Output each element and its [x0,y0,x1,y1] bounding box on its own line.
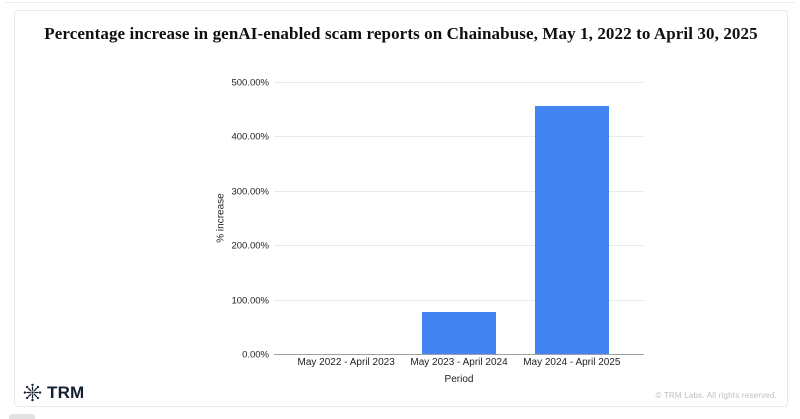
x-tick-label: May 2023 - April 2024 [410,357,508,368]
gridline [274,245,644,247]
next-card-top-fragment [9,414,35,419]
x-tick-label: May 2022 - April 2023 [297,357,395,368]
y-tick-label: 0.00% [242,349,269,361]
gridline [274,82,644,83]
chart-title: Percentage increase in genAI-enabled sca… [44,24,758,43]
trm-spark-icon [23,383,42,401]
gridline [274,299,644,301]
x-tick-label: May 2024 - April 2025 [523,357,621,368]
x-axis-tick-labels: May 2022 - April 2023 May 2023 - April 20… [274,357,644,369]
y-tick-label: 200.00% [231,240,269,252]
gridline [274,136,644,138]
gridline [274,190,644,192]
plot-area [274,82,644,355]
y-tick-label: 300.00% [231,186,269,198]
bar-2[interactable] [422,311,496,354]
y-axis-tick-labels: 0.00% 100.00% 200.00% 300.00% 400.00% 500.00% [169,78,269,361]
previous-card-bottom-edge [5,2,795,3]
y-tick-label: 500.00% [231,77,269,89]
bar-3[interactable] [534,105,609,354]
y-tick-label: 100.00% [231,295,269,307]
trm-wordmark: TRM [47,382,85,402]
chart-card: Percentage increase in genAI-enabled sca… [14,10,788,407]
x-axis-line [274,354,644,355]
copyright-text: © TRM Labs. All rights reserved. [655,391,777,400]
x-axis-title: Period [444,374,474,385]
trm-logo: TRM [23,382,84,402]
y-tick-label: 400.00% [231,131,269,143]
